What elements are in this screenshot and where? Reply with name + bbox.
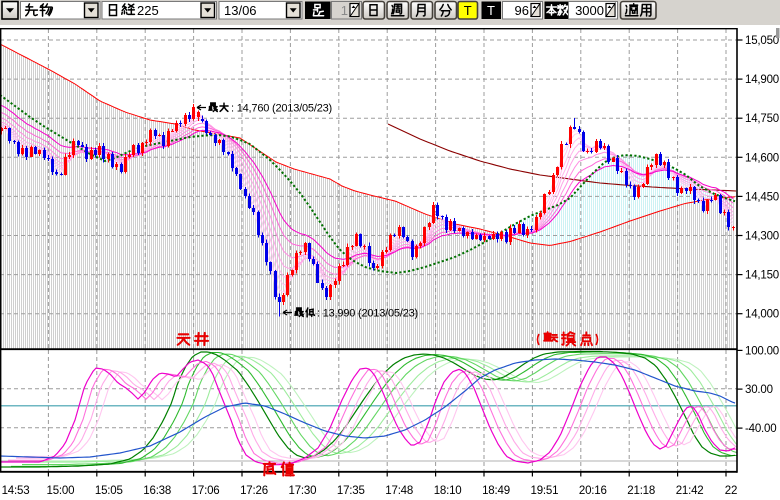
svg-text:20:16: 20:16 [579,485,607,497]
svg-text:14,000: 14,000 [745,309,779,321]
svg-text:17:48: 17:48 [385,485,413,497]
svg-text:T: T [487,3,495,18]
svg-text:17:35: 17:35 [337,485,365,497]
svg-text:14,150: 14,150 [745,270,779,282]
svg-text:13/06: 13/06 [224,3,257,18]
svg-text:3000: 3000 [575,3,604,18]
svg-text:1: 1 [341,3,348,18]
svg-text:17:30: 17:30 [289,485,317,497]
svg-text:14,750: 14,750 [745,113,779,125]
svg-text:14,600: 14,600 [745,152,779,164]
svg-text:225: 225 [137,3,159,18]
svg-text:96: 96 [515,3,529,18]
svg-text:22: 22 [725,485,737,497]
svg-text:100.00: 100.00 [745,345,779,357]
svg-text:17:06: 17:06 [192,485,220,497]
svg-text:15,050: 15,050 [745,35,779,47]
svg-text:19:51: 19:51 [531,485,559,497]
svg-text:18:49: 18:49 [482,485,510,497]
svg-text:16:38: 16:38 [143,485,171,497]
svg-text:-40.00: -40.00 [745,423,776,435]
svg-text:30.00: 30.00 [745,384,773,396]
svg-text:14,300: 14,300 [745,231,779,243]
svg-text:14,450: 14,450 [745,191,779,203]
svg-text:: 13,990 (2013/05/23): : 13,990 (2013/05/23) [317,308,418,320]
svg-text:15:00: 15:00 [47,485,75,497]
svg-text:T: T [464,3,472,18]
svg-text:15:05: 15:05 [95,485,123,497]
svg-text:18:10: 18:10 [434,485,462,497]
svg-text:21:18: 21:18 [627,485,655,497]
svg-text:: 14,760 (2013/05/23): : 14,760 (2013/05/23) [231,103,332,115]
svg-text:17:26: 17:26 [240,485,268,497]
svg-text:14,900: 14,900 [745,74,779,86]
svg-text:21:42: 21:42 [676,485,704,497]
svg-text:14:53: 14:53 [2,485,30,497]
